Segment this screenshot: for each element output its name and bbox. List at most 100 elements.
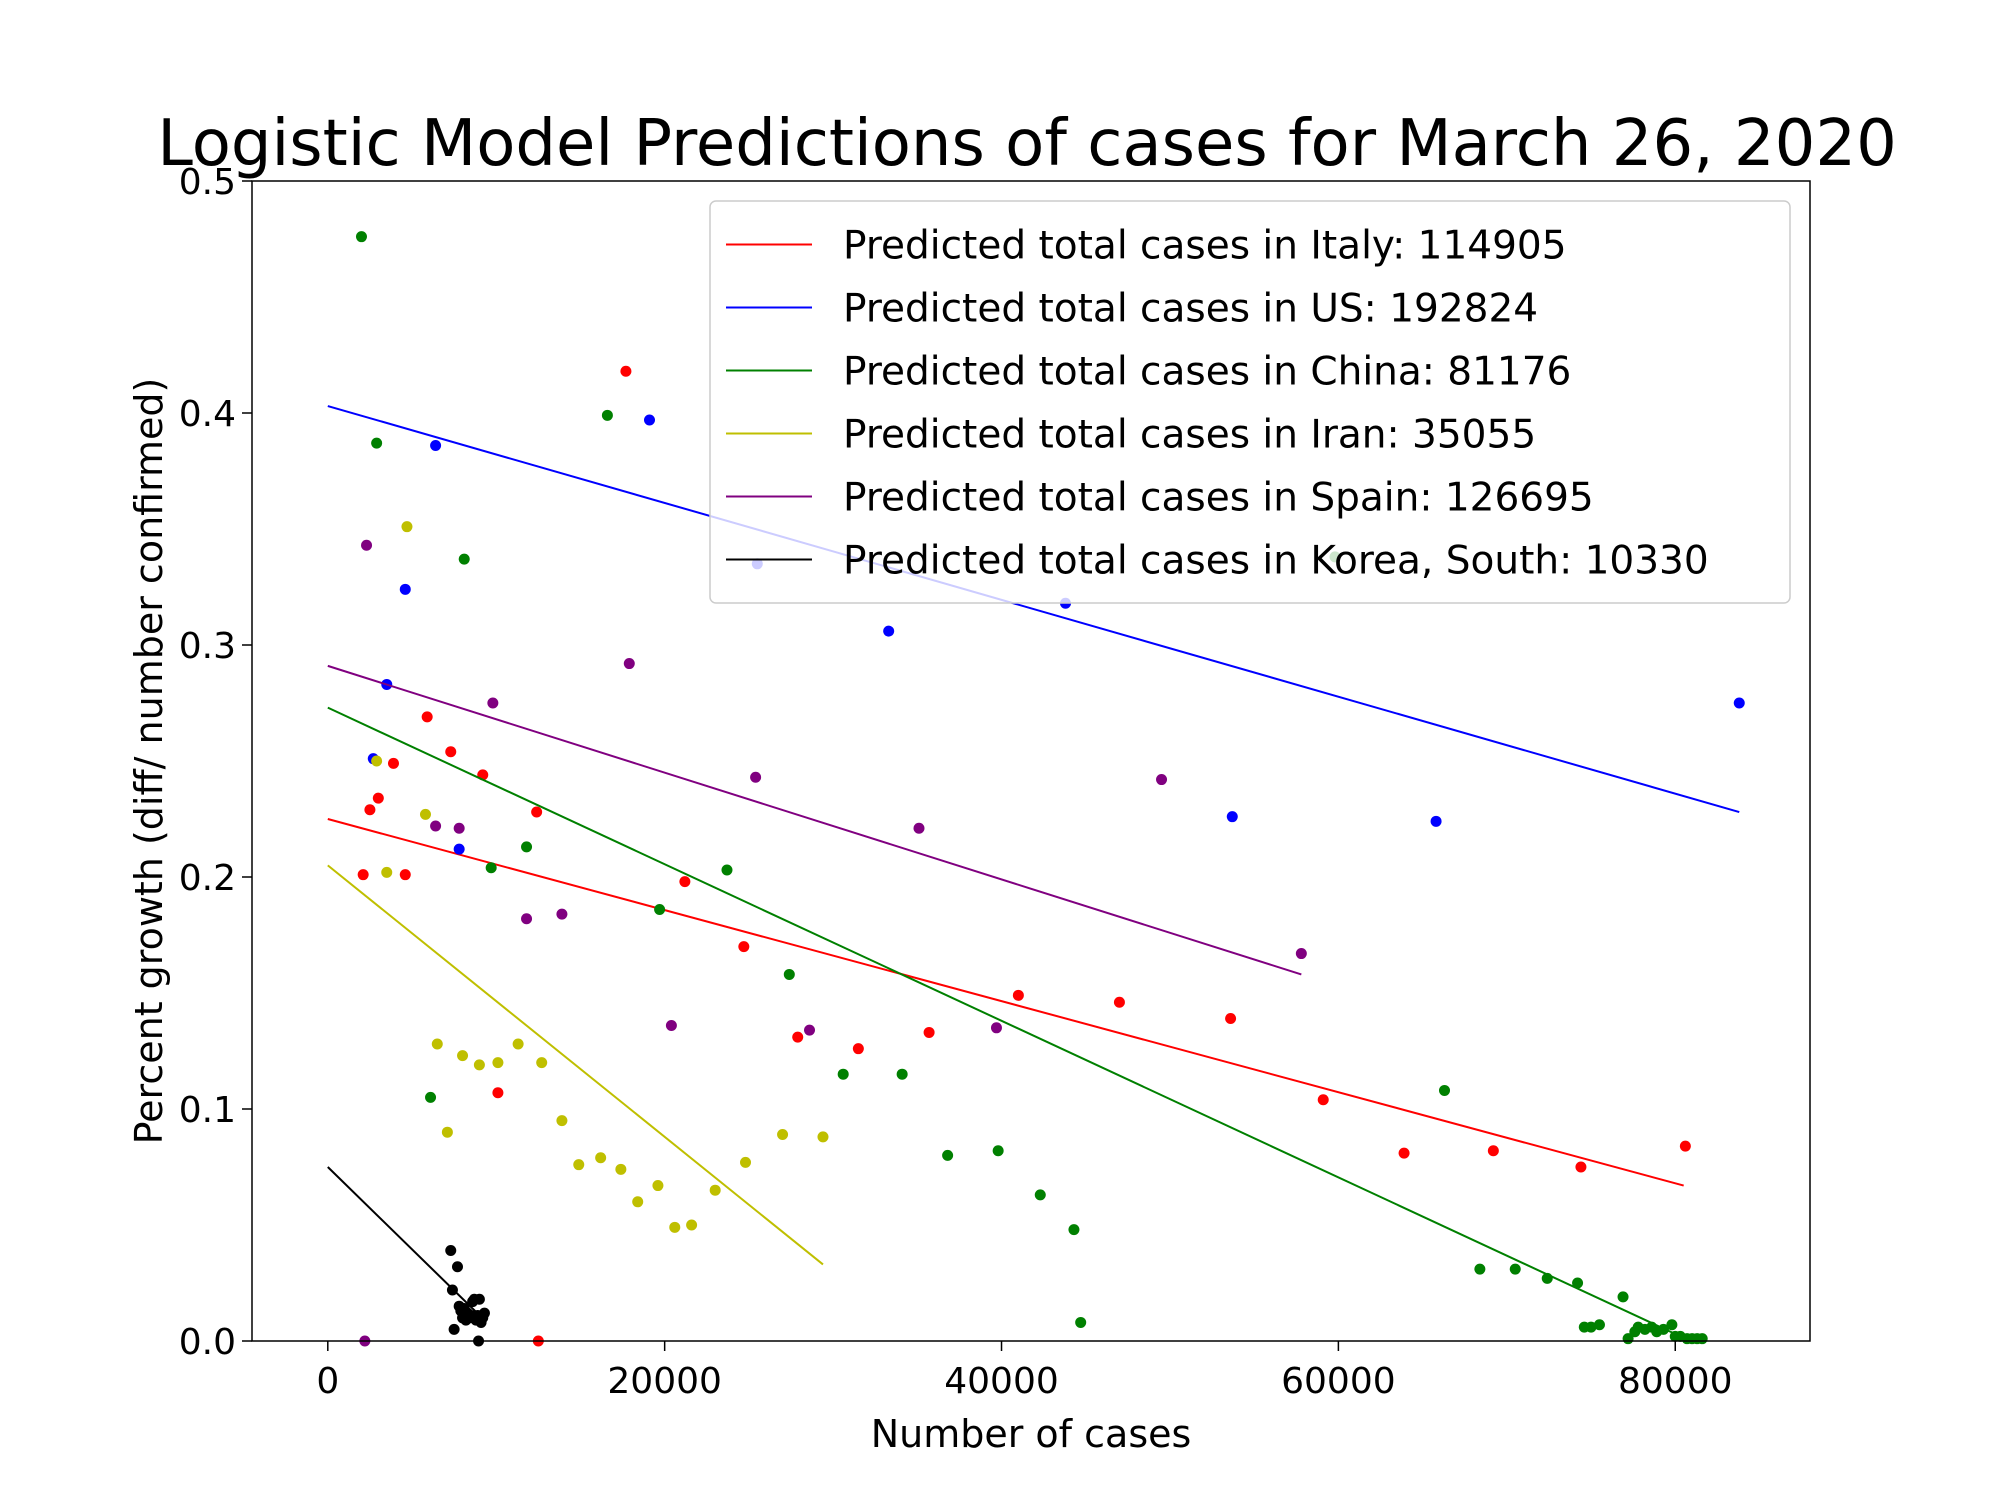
data-point-2-9 [783,968,795,980]
data-point-2-19 [1474,1263,1486,1275]
data-point-2-11 [896,1068,908,1080]
data-point-4-12 [990,1022,1002,1034]
series-5 [327,1166,490,1347]
data-point-4-6 [556,908,568,920]
data-point-2-7 [654,903,666,915]
data-point-0-14 [792,1031,804,1043]
y-tick-label-0: 0.0 [179,1322,236,1363]
data-point-2-6 [601,409,613,421]
data-point-3-18 [686,1219,698,1231]
data-point-4-2 [430,820,442,832]
data-point-4-8 [665,1019,677,1031]
data-point-5-17 [473,1293,485,1305]
x-tick-label-3: 60000 [1281,1361,1396,1402]
data-point-3-3 [419,808,431,820]
legend-label-3: Predicted total cases in Iran: 35055 [843,413,1536,458]
chart-title: Logistic Model Predictions of cases for … [157,107,1897,181]
legend-label-0: Predicted total cases in Italy: 114905 [843,224,1567,269]
data-point-0-18 [1113,996,1125,1008]
data-point-2-10 [837,1068,849,1080]
data-point-2-22 [1572,1277,1584,1289]
fit-line-2 [327,706,1691,1342]
data-point-0-0 [357,869,369,881]
data-point-1-9 [1226,811,1238,823]
data-point-0-8 [492,1087,504,1099]
x-tick-label-0: 0 [316,1361,339,1402]
data-point-4-4 [487,697,499,709]
x-tick-label-2: 40000 [944,1361,1059,1402]
data-point-0-16 [923,1026,935,1038]
data-point-3-9 [512,1038,524,1050]
data-point-2-0 [355,231,367,243]
data-point-5-1 [446,1284,458,1296]
legend-label-5: Predicted total cases in Korea, South: 1… [843,539,1709,584]
data-point-2-13 [992,1145,1004,1157]
fit-line-0 [327,818,1684,1187]
y-axis: 0.0 0.1 0.2 0.3 0.4 0.5 [179,162,252,1363]
data-point-0-19 [1225,1013,1237,1025]
plot-frame [251,180,1811,1342]
data-point-0-5 [421,711,433,723]
data-point-5-0 [445,1245,457,1257]
data-point-3-4 [431,1038,443,1050]
data-point-2-8 [721,864,733,876]
data-point-0-20 [1317,1094,1329,1106]
data-point-3-8 [492,1057,504,1069]
y-tick-label-5: 0.5 [179,162,236,203]
data-point-2-2 [425,1091,437,1103]
data-point-2-26 [1617,1291,1629,1303]
data-point-0-23 [1575,1161,1587,1173]
data-point-2-4 [485,862,497,874]
data-point-3-11 [556,1115,568,1127]
fit-line-3 [327,864,824,1266]
data-point-2-21 [1541,1272,1553,1284]
data-point-2-40 [1696,1333,1708,1345]
series-1 [327,405,1745,855]
data-point-2-3 [458,553,470,565]
data-point-5-3 [451,1261,463,1273]
data-point-0-2 [372,792,384,804]
data-point-3-22 [817,1131,829,1143]
data-point-4-11 [913,822,925,834]
data-point-0-11 [620,365,632,377]
y-tick-label-3: 0.3 [179,626,236,667]
data-point-3-10 [536,1057,548,1069]
data-point-4-5 [521,913,533,925]
data-point-0-12 [679,876,691,888]
data-point-2-25 [1593,1319,1605,1331]
data-point-0-1 [364,804,376,816]
legend-label-4: Predicted total cases in Spain: 126695 [843,476,1594,521]
data-point-3-0 [371,755,383,767]
data-point-0-9 [531,806,543,818]
x-tick-label-1: 20000 [607,1361,722,1402]
data-point-4-3 [453,822,465,834]
x-tick-label-4: 80000 [1618,1361,1733,1402]
data-point-1-3 [430,439,442,451]
data-point-0-3 [387,757,399,769]
data-point-3-14 [615,1163,627,1175]
data-point-1-4 [453,843,465,855]
data-point-2-20 [1509,1263,1521,1275]
data-point-5-20 [478,1307,490,1319]
data-point-3-2 [401,521,413,533]
data-point-4-1 [361,539,373,551]
data-point-0-6 [445,746,457,758]
data-point-0-4 [399,869,411,881]
data-point-2-16 [1075,1316,1087,1328]
fit-line-5 [327,1166,486,1321]
data-point-2-5 [521,841,533,853]
data-point-3-6 [457,1050,469,1062]
legend-box [709,200,1791,604]
y-tick-label-4: 0.4 [179,394,236,435]
data-point-0-17 [1012,989,1024,1001]
data-point-3-21 [777,1129,789,1141]
legend: Predicted total cases in Italy: 114905 Pr… [709,200,1791,604]
data-point-1-10 [1430,815,1442,827]
data-point-3-12 [573,1159,585,1171]
data-point-5-2 [448,1323,460,1335]
y-tick-label-2: 0.2 [179,858,236,899]
series-2 [327,231,1708,1345]
data-point-2-1 [371,437,383,449]
data-point-4-10 [804,1024,816,1036]
